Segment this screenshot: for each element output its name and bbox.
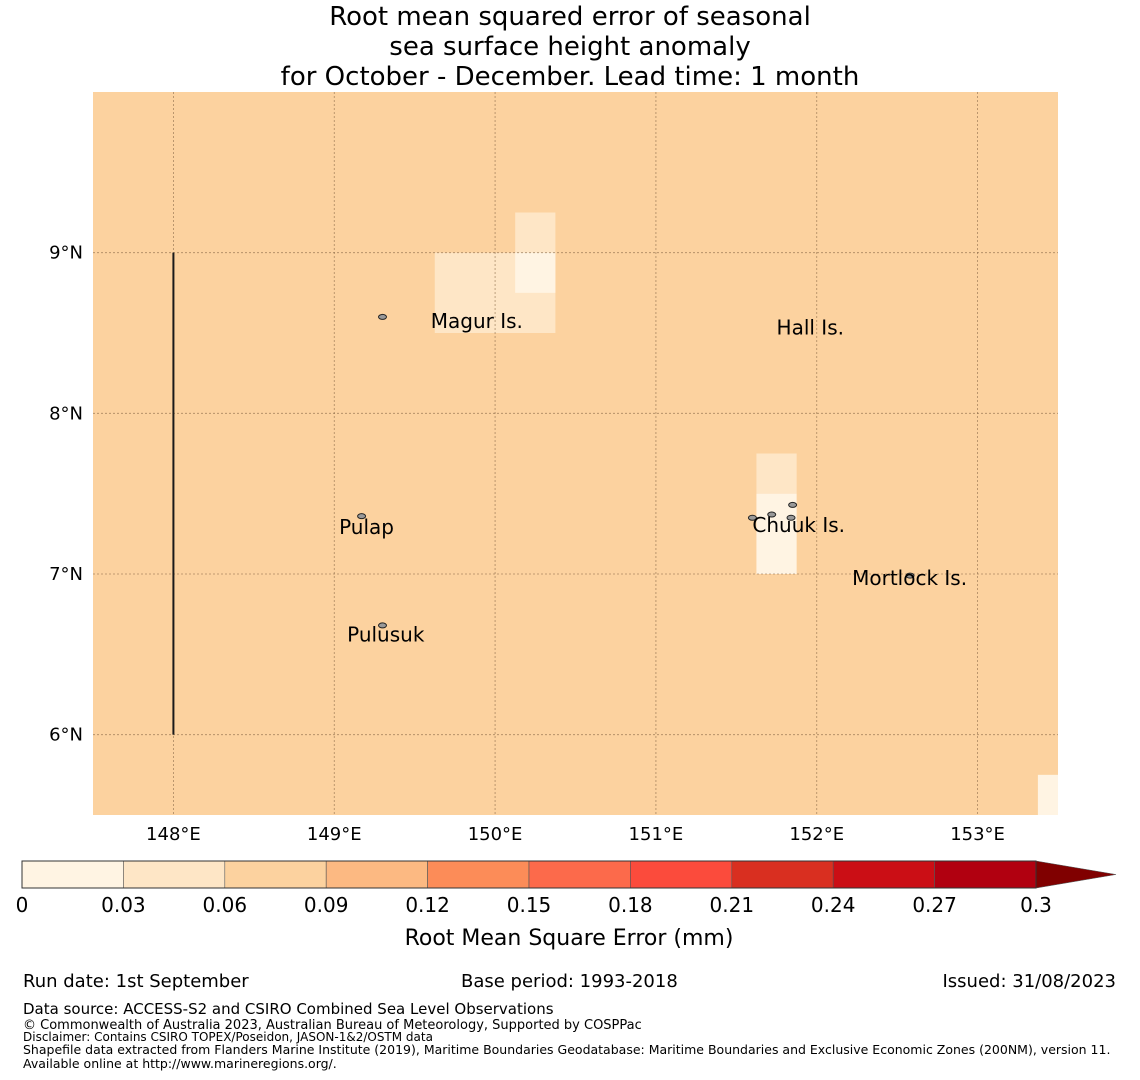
island-label: Pulusuk <box>347 622 425 646</box>
colorbar-tick-label: 0.27 <box>912 893 957 917</box>
map-title: Root mean squared error of seasonal sea … <box>200 2 940 92</box>
island-label: Mortlock Is. <box>852 566 967 590</box>
colorbar-extend-arrow <box>1035 860 1117 889</box>
colorbar-segment <box>427 860 530 889</box>
run-date: Run date: 1st September <box>23 971 249 992</box>
colorbar-segment <box>123 860 226 889</box>
title-line-3: for October - December. Lead time: 1 mon… <box>280 62 860 92</box>
island-marker <box>378 622 387 629</box>
colorbar-tick-label: 0.09 <box>304 893 349 917</box>
island-marker <box>788 501 798 508</box>
title-line-2: sea surface height anomaly <box>389 32 751 62</box>
rmse-cell <box>1037 774 1058 815</box>
rmse-cell <box>515 212 556 253</box>
base-period: Base period: 1993-2018 <box>461 971 678 992</box>
colorbar-segment <box>528 860 631 889</box>
island-label: Hall Is. <box>777 316 844 340</box>
lat-tick-label: 9°N <box>49 243 83 264</box>
island-marker <box>786 514 796 521</box>
colorbar: 0 0.03 0.06 0.09 0.12 0.15 0.18 0.21 0.24 0.27 0.3… <box>16 860 1117 951</box>
island-label: Pulap <box>339 515 394 539</box>
lon-tick-label: 153°E <box>950 824 1005 845</box>
colorbar-tick-label: 0.18 <box>608 893 653 917</box>
colorbar-segment <box>934 860 1037 889</box>
colorbar-label: Root Mean Square Error (mm) <box>405 926 734 951</box>
map-panel: Magur Is. Hall Is. Pulap Chuuk Is. Mortlock … <box>49 92 1058 845</box>
island-label: Chuuk Is. <box>752 513 845 537</box>
colorbar-segment <box>325 860 428 889</box>
disclaimer: Disclaimer: Contains CSIRO TOPEX/Poseido… <box>23 1030 433 1044</box>
shapefile-credit: Shapefile data extracted from Flanders M… <box>23 1042 1111 1071</box>
lon-tick-label: 150°E <box>468 824 523 845</box>
colorbar-tick-label: 0.15 <box>507 893 552 917</box>
lon-tick-label: 149°E <box>307 824 362 845</box>
colorbar-segment <box>21 860 124 889</box>
map-figure: Magur Is. Hall Is. Pulap Chuuk Is. Mortlock … <box>16 92 1117 951</box>
rmse-cell <box>515 252 556 293</box>
copyright: © Commonwealth of Australia 2023, Austra… <box>23 1018 642 1033</box>
colorbar-segment <box>731 860 834 889</box>
colorbar-tick-label: 0.12 <box>405 893 450 917</box>
colorbar-tick-label: 0.21 <box>710 893 755 917</box>
lat-tick-label: 6°N <box>49 725 83 746</box>
colorbar-segment <box>224 860 327 889</box>
colorbar-tick-label: 0.24 <box>811 893 856 917</box>
colorbar-segment <box>630 860 733 889</box>
colorbar-tick-label: 0 <box>16 893 29 917</box>
colorbar-segment <box>832 860 935 889</box>
colorbar-tick-label: 0.3 <box>1020 893 1052 917</box>
island-marker <box>905 572 915 579</box>
map-background <box>93 92 1058 815</box>
island-label: Magur Is. <box>431 309 523 333</box>
island-marker <box>378 313 387 320</box>
lon-tick-label: 151°E <box>629 824 684 845</box>
rmse-cell <box>756 453 797 494</box>
colorbar-frame <box>21 860 1037 889</box>
issued-date: Issued: 31/08/2023 <box>942 971 1116 992</box>
island-marker <box>767 511 777 518</box>
colorbar-tick-label: 0.06 <box>203 893 248 917</box>
lat-tick-label: 7°N <box>49 564 83 585</box>
data-source: Data source: ACCESS-S2 and CSIRO Combine… <box>23 1000 554 1018</box>
island-marker <box>747 514 757 521</box>
lat-tick-label: 8°N <box>49 403 83 424</box>
lon-tick-label: 148°E <box>146 824 201 845</box>
lon-tick-label: 152°E <box>789 824 844 845</box>
title-line-1: Root mean squared error of seasonal <box>329 2 811 32</box>
island-marker <box>357 513 367 520</box>
colorbar-tick-label: 0.03 <box>101 893 146 917</box>
